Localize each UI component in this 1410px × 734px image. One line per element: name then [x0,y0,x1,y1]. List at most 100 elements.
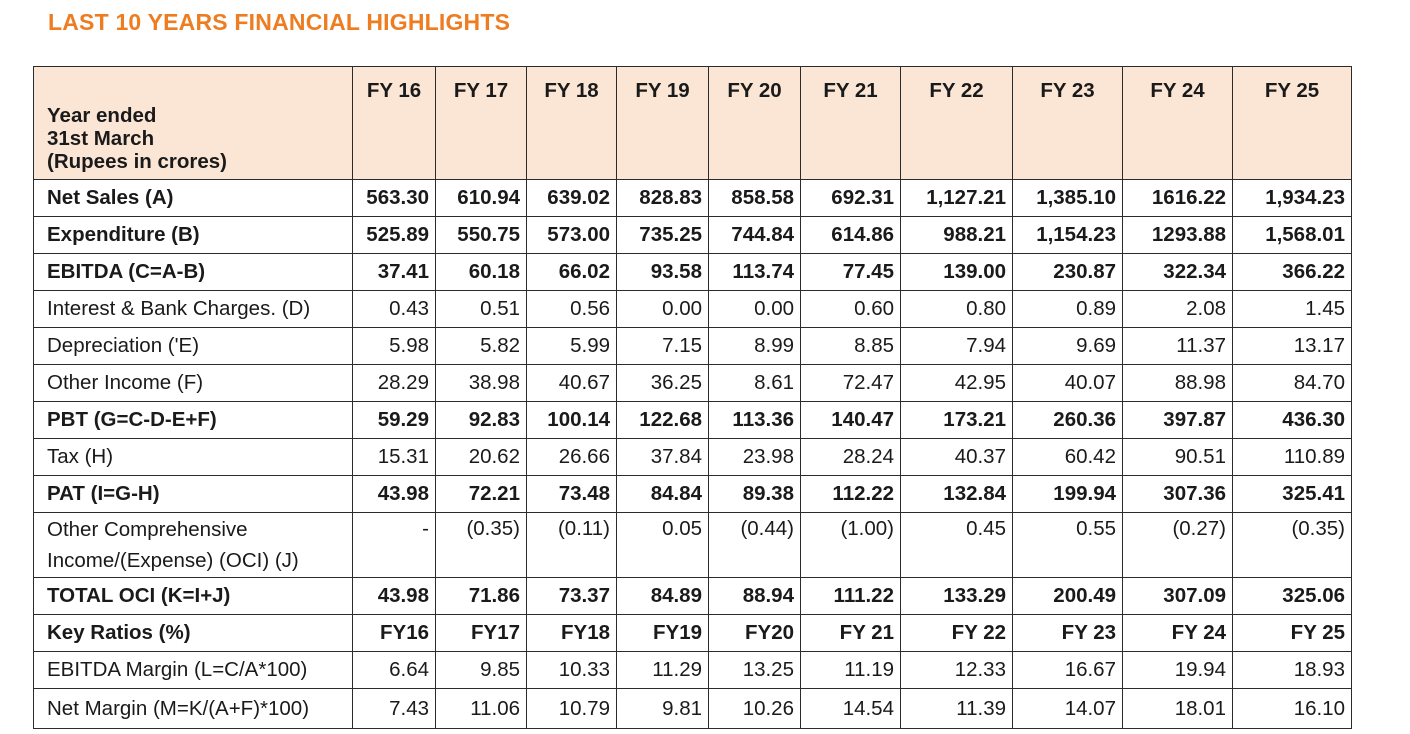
value-cell: 610.94 [435,179,527,217]
value-cell: 744.84 [708,216,801,254]
row-label: Depreciation ('E) [33,327,353,365]
value-cell: 37.41 [352,253,436,291]
row-label: PBT (G=C-D-E+F) [33,401,353,439]
ratio-row: EBITDA Margin (L=C/A*100) 6.64 9.85 10.33 11… [33,651,1352,689]
value-cell: 7.15 [616,327,709,365]
value-cell: 90.51 [1122,438,1233,476]
table-row: EBITDA (C=A-B) 37.41 60.18 66.02 93.58 113.74… [33,253,1352,291]
value-cell: 1,934.23 [1232,179,1352,217]
value-cell: 1293.88 [1122,216,1233,254]
row-label: Other Income (F) [33,364,353,402]
year-header-cell: FY 21 [800,66,901,180]
row-label: Net Sales (A) [33,179,353,217]
value-cell: 550.75 [435,216,527,254]
value-cell: 20.62 [435,438,527,476]
row-label: Interest & Bank Charges. (D) [33,290,353,328]
value-cell: 26.66 [526,438,617,476]
value-cell: 73.37 [526,577,617,615]
value-cell: 988.21 [900,216,1013,254]
value-cell: (0.35) [1232,512,1352,578]
value-cell: 93.58 [616,253,709,291]
row-label: PAT (I=G-H) [33,475,353,513]
ratio-year-cell: FY 24 [1122,614,1233,652]
value-cell: 71.86 [435,577,527,615]
value-cell: 72.21 [435,475,527,513]
table-row: Interest & Bank Charges. (D) 0.43 0.51 0.56… [33,290,1352,328]
value-cell: 436.30 [1232,401,1352,439]
ratio-value-cell: 11.29 [616,651,709,689]
table-row: Expenditure (B) 525.89 550.75 573.00 735.25 7… [33,216,1352,254]
ratio-value-cell: 19.94 [1122,651,1233,689]
table-row: TOTAL OCI (K=I+J) 43.98 71.86 73.37 84.89 88.… [33,577,1352,615]
value-cell: 0.05 [616,512,709,578]
value-cell: 89.38 [708,475,801,513]
value-cell: 8.85 [800,327,901,365]
value-cell: 8.99 [708,327,801,365]
year-header-cell: FY 25 [1232,66,1352,180]
value-cell: 40.67 [526,364,617,402]
value-cell: 36.25 [616,364,709,402]
value-cell: 1,385.10 [1012,179,1123,217]
value-cell: 525.89 [352,216,436,254]
ratio-year-cell: FY17 [435,614,527,652]
value-cell: 0.56 [526,290,617,328]
key-ratios-label: Key Ratios (%) [33,614,353,652]
value-cell: 1.45 [1232,290,1352,328]
value-cell: 84.84 [616,475,709,513]
value-cell: 307.09 [1122,577,1233,615]
value-cell: 0.60 [800,290,901,328]
value-cell: 1,127.21 [900,179,1013,217]
value-cell: 132.84 [900,475,1013,513]
ratio-value-cell: 18.01 [1122,688,1233,729]
value-cell: 60.42 [1012,438,1123,476]
ratio-value-cell: 11.19 [800,651,901,689]
ratio-value-cell: 16.10 [1232,688,1352,729]
value-cell: 692.31 [800,179,901,217]
value-cell: 84.70 [1232,364,1352,402]
value-cell: 139.00 [900,253,1013,291]
ratio-value-cell: 7.43 [352,688,436,729]
ratio-value-cell: 10.26 [708,688,801,729]
ratio-year-cell: FY16 [352,614,436,652]
value-cell: 122.68 [616,401,709,439]
value-cell: 0.80 [900,290,1013,328]
value-cell: (0.11) [526,512,617,578]
value-cell: 13.17 [1232,327,1352,365]
value-cell: 40.07 [1012,364,1123,402]
value-cell: 828.83 [616,179,709,217]
year-header-cell: FY 23 [1012,66,1123,180]
value-cell: 60.18 [435,253,527,291]
value-cell: 614.86 [800,216,901,254]
value-cell: 173.21 [900,401,1013,439]
value-cell: 366.22 [1232,253,1352,291]
page-title: LAST 10 YEARS FINANCIAL HIGHLIGHTS [48,9,511,35]
year-header-cell: FY 18 [526,66,617,180]
header-label-line: (Rupees in crores) [47,150,227,173]
value-cell: - [352,512,436,578]
value-cell: 858.58 [708,179,801,217]
value-cell: 1,568.01 [1232,216,1352,254]
ratio-year-cell: FY 23 [1012,614,1123,652]
row-label: TOTAL OCI (K=I+J) [33,577,353,615]
value-cell: 37.84 [616,438,709,476]
ratio-value-cell: 9.85 [435,651,527,689]
value-cell: 73.48 [526,475,617,513]
value-cell: 307.36 [1122,475,1233,513]
table-row: PAT (I=G-H) 43.98 72.21 73.48 84.84 89.38 112.… [33,475,1352,513]
value-cell: 639.02 [526,179,617,217]
value-cell: 113.74 [708,253,801,291]
value-cell: 92.83 [435,401,527,439]
value-cell: 8.61 [708,364,801,402]
table-row: Depreciation ('E) 5.98 5.82 5.99 7.15 8.99 8.8… [33,327,1352,365]
row-label: Tax (H) [33,438,353,476]
value-cell: 111.22 [800,577,901,615]
value-cell: (0.44) [708,512,801,578]
value-cell: 199.94 [1012,475,1123,513]
value-cell: 5.82 [435,327,527,365]
value-cell: 735.25 [616,216,709,254]
value-cell: 84.89 [616,577,709,615]
value-cell: 112.22 [800,475,901,513]
value-cell: 77.45 [800,253,901,291]
year-header-cell: FY 19 [616,66,709,180]
value-cell: (0.27) [1122,512,1233,578]
